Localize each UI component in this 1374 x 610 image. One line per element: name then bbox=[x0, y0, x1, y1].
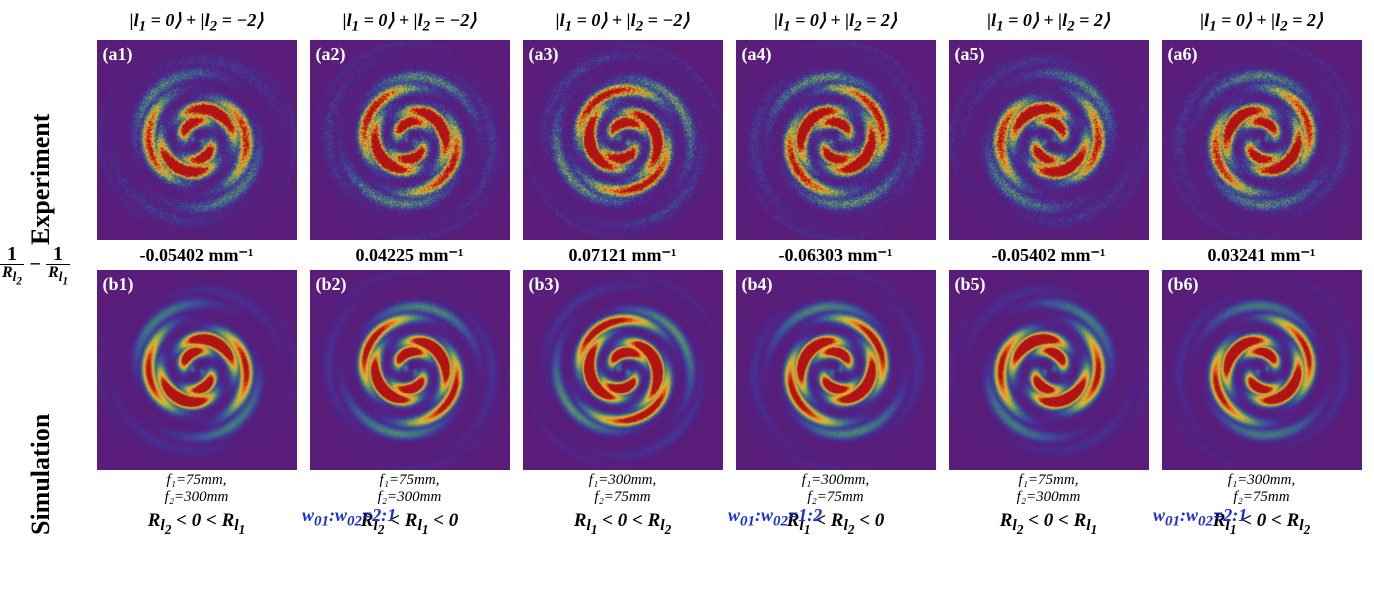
simulation-panel: (b1) bbox=[97, 270, 297, 470]
bottom-caption: f₁=300mm,f₂=75mm Rl1 < 0 < Rl2 bbox=[516, 472, 729, 538]
column-header: |l1 = 0⟩ + |l2 = 2⟩ bbox=[1155, 10, 1368, 38]
simulation-panel: (b6) bbox=[1162, 270, 1362, 470]
spiral-canvas bbox=[310, 270, 510, 470]
focal-length-line: f₂=300mm bbox=[303, 489, 516, 506]
panel-tag: (a4) bbox=[742, 44, 772, 65]
experiment-panel: (a3) bbox=[523, 40, 723, 240]
waist-ratio-annotation: w01:w02=2:1 bbox=[1153, 505, 1247, 531]
focal-length-line: f₂=75mm bbox=[729, 489, 942, 506]
focal-length-line: f₁=75mm, bbox=[303, 472, 516, 489]
focal-length-line: f₁=300mm, bbox=[1155, 472, 1368, 489]
column-header: |l1 = 0⟩ + |l2 = −2⟩ bbox=[516, 10, 729, 38]
panel-tag: (a1) bbox=[103, 44, 133, 65]
spiral-canvas bbox=[97, 270, 297, 470]
experiment-panel: (a6) bbox=[1162, 40, 1362, 240]
spiral-canvas bbox=[523, 40, 723, 240]
panel-tag: (a3) bbox=[529, 44, 559, 65]
panel-tag: (b3) bbox=[529, 274, 560, 295]
simulation-panel: (b5) bbox=[949, 270, 1149, 470]
column-2: |l1 = 0⟩ + |l2 = −2⟩ (a2) 0.04225 mm⁻¹ (b2)… bbox=[303, 10, 516, 538]
focal-length-line: f₁=300mm, bbox=[729, 472, 942, 489]
waist-ratio-annotation: w01:w02=1:2 bbox=[728, 505, 822, 531]
simulation-row-label: Simulation bbox=[26, 414, 56, 535]
radius-inequality: Rl1 < 0 < Rl2 bbox=[516, 510, 729, 538]
curvature-value: 0.03241 mm⁻¹ bbox=[1155, 242, 1368, 268]
simulation-panel: (b3) bbox=[523, 270, 723, 470]
panel-grid: |l1 = 0⟩ + |l2 = −2⟩ (a1) -0.05402 mm⁻¹ (b1… bbox=[90, 10, 1370, 538]
panel-tag: (b6) bbox=[1168, 274, 1199, 295]
spiral-canvas bbox=[736, 40, 936, 240]
experiment-panel: (a4) bbox=[736, 40, 936, 240]
column-header: |l1 = 0⟩ + |l2 = 2⟩ bbox=[942, 10, 1155, 38]
spiral-canvas bbox=[1162, 270, 1362, 470]
focal-length-line: f₁=300mm, bbox=[516, 472, 729, 489]
bottom-caption: f₁=75mm,f₂=300mm Rl2 < 0 < Rl1 bbox=[942, 472, 1155, 538]
spiral-canvas bbox=[949, 40, 1149, 240]
spiral-canvas bbox=[310, 40, 510, 240]
focal-length-line: f₂=300mm bbox=[90, 489, 303, 506]
figure-root: Experiment Simulation 1Rl2 − 1Rl1 |l1 = … bbox=[0, 0, 1374, 610]
simulation-panel: (b4) bbox=[736, 270, 936, 470]
column-4: |l1 = 0⟩ + |l2 = 2⟩ (a4) -0.06303 mm⁻¹ (b4)… bbox=[729, 10, 942, 538]
column-5: |l1 = 0⟩ + |l2 = 2⟩ (a5) -0.05402 mm⁻¹ (b5)… bbox=[942, 10, 1155, 538]
curvature-value: -0.05402 mm⁻¹ bbox=[942, 242, 1155, 268]
curvature-value: 0.04225 mm⁻¹ bbox=[303, 242, 516, 268]
panel-tag: (b5) bbox=[955, 274, 986, 295]
column-header: |l1 = 0⟩ + |l2 = 2⟩ bbox=[729, 10, 942, 38]
spiral-canvas bbox=[736, 270, 936, 470]
panel-tag: (a2) bbox=[316, 44, 346, 65]
focal-length-line: f₂=75mm bbox=[516, 489, 729, 506]
curvature-value: -0.05402 mm⁻¹ bbox=[90, 242, 303, 268]
focal-length-line: f₁=75mm, bbox=[90, 472, 303, 489]
panel-tag: (a6) bbox=[1168, 44, 1198, 65]
panel-tag: (b1) bbox=[103, 274, 134, 295]
waist-ratio-annotation: w01:w02=2:1 bbox=[302, 505, 396, 531]
curvature-difference-formula: 1Rl2 − 1Rl1 bbox=[0, 244, 70, 288]
spiral-canvas bbox=[949, 270, 1149, 470]
experiment-panel: (a5) bbox=[949, 40, 1149, 240]
spiral-canvas bbox=[523, 270, 723, 470]
panel-tag: (b4) bbox=[742, 274, 773, 295]
column-1: |l1 = 0⟩ + |l2 = −2⟩ (a1) -0.05402 mm⁻¹ (b1… bbox=[90, 10, 303, 538]
row-labels: Experiment Simulation 1Rl2 − 1Rl1 bbox=[0, 0, 90, 610]
spiral-canvas bbox=[1162, 40, 1362, 240]
column-3: |l1 = 0⟩ + |l2 = −2⟩ (a3) 0.07121 mm⁻¹ (b3)… bbox=[516, 10, 729, 538]
panel-tag: (b2) bbox=[316, 274, 347, 295]
experiment-row-label: Experiment bbox=[26, 114, 56, 245]
curvature-value: -0.06303 mm⁻¹ bbox=[729, 242, 942, 268]
spiral-canvas bbox=[97, 40, 297, 240]
column-header: |l1 = 0⟩ + |l2 = −2⟩ bbox=[90, 10, 303, 38]
focal-length-line: f₂=300mm bbox=[942, 489, 1155, 506]
curvature-value: 0.07121 mm⁻¹ bbox=[516, 242, 729, 268]
experiment-panel: (a1) bbox=[97, 40, 297, 240]
bottom-caption: f₁=75mm,f₂=300mm Rl2 < 0 < Rl1 bbox=[90, 472, 303, 538]
simulation-panel: (b2) bbox=[310, 270, 510, 470]
experiment-panel: (a2) bbox=[310, 40, 510, 240]
panel-tag: (a5) bbox=[955, 44, 985, 65]
focal-length-line: f₂=75mm bbox=[1155, 489, 1368, 506]
radius-inequality: Rl2 < 0 < Rl1 bbox=[942, 510, 1155, 538]
focal-length-line: f₁=75mm, bbox=[942, 472, 1155, 489]
column-header: |l1 = 0⟩ + |l2 = −2⟩ bbox=[303, 10, 516, 38]
radius-inequality: Rl2 < 0 < Rl1 bbox=[90, 510, 303, 538]
column-6: |l1 = 0⟩ + |l2 = 2⟩ (a6) 0.03241 mm⁻¹ (b6) f… bbox=[1155, 10, 1368, 538]
